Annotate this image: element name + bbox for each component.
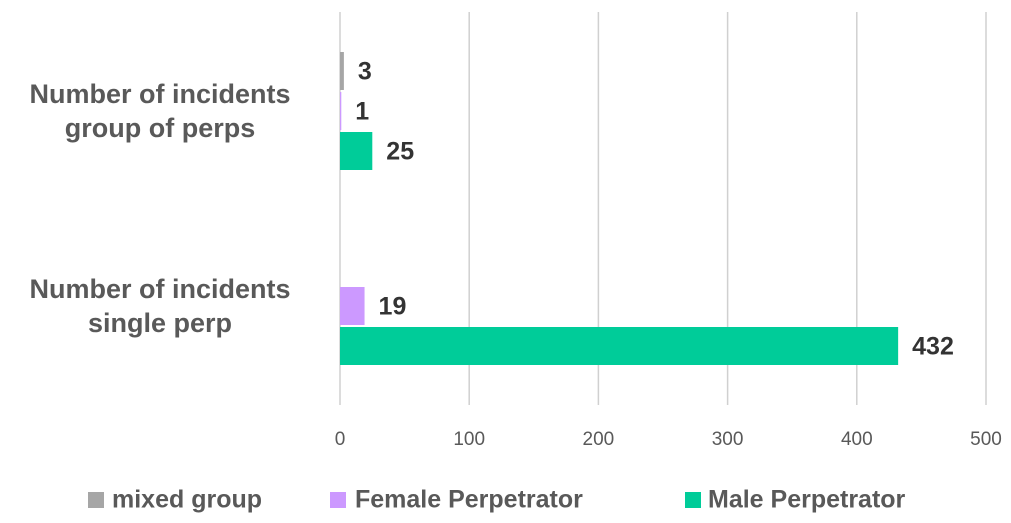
bar	[340, 132, 373, 170]
bar	[340, 52, 344, 90]
legend-label: mixed group	[112, 486, 262, 514]
legend-label: Male Perpetrator	[708, 486, 906, 514]
y-tick-label: Number of incidents single perp	[29, 274, 291, 338]
data-label: 432	[912, 333, 954, 361]
x-tick-label: 400	[841, 429, 873, 450]
data-label: 1	[355, 98, 369, 126]
legend-swatch	[685, 492, 701, 508]
x-tick-label: 100	[453, 429, 485, 450]
x-tick-label: 300	[712, 429, 744, 450]
legend-swatch	[88, 492, 104, 508]
legend-label: Female Perpetrator	[355, 486, 583, 514]
data-label: 25	[386, 138, 414, 166]
bar	[340, 327, 899, 365]
bar	[340, 287, 365, 325]
y-tick-label: Number of incidents group of perps	[29, 79, 291, 143]
x-tick-label: 0	[335, 429, 346, 450]
legend-swatch	[330, 492, 346, 508]
data-label: 19	[379, 293, 407, 321]
x-tick-label: 200	[583, 429, 615, 450]
x-tick-label: 500	[970, 429, 1002, 450]
bar	[340, 92, 342, 130]
data-label: 3	[358, 58, 372, 86]
